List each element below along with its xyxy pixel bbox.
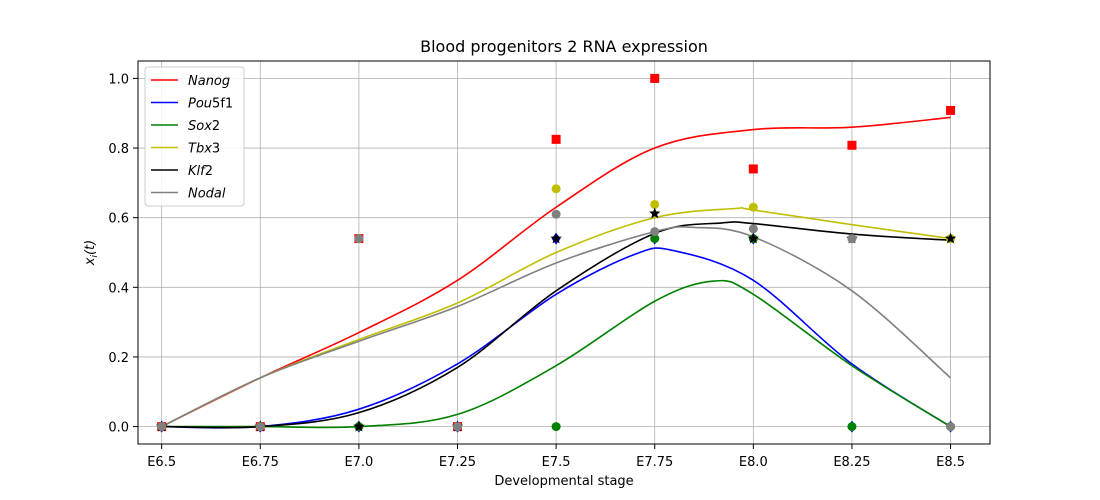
data-point-klf2 bbox=[944, 232, 957, 244]
data-point-sox2 bbox=[650, 234, 660, 244]
series-lines bbox=[161, 116, 952, 429]
data-point-nodal bbox=[157, 422, 167, 432]
data-point-nanog bbox=[847, 140, 857, 150]
data-point-nodal bbox=[748, 224, 758, 234]
x-tick-label: E7.75 bbox=[636, 455, 673, 470]
y-tick-label: 0.6 bbox=[108, 212, 129, 227]
x-tick-label: E8.5 bbox=[936, 455, 965, 470]
data-point-tbx3 bbox=[650, 199, 660, 209]
data-point-nanog bbox=[650, 73, 660, 83]
data-point-nodal bbox=[946, 422, 956, 432]
legend-entry-sox2: Sox2 bbox=[188, 119, 220, 134]
data-point-nanog bbox=[946, 105, 956, 115]
x-tick-label: E7.5 bbox=[542, 455, 571, 470]
y-tick-label: 0.0 bbox=[108, 421, 129, 436]
legend-entry-pou5f1: Pou5f1 bbox=[188, 97, 233, 112]
data-point-nodal bbox=[255, 422, 265, 432]
series-line-nodal bbox=[161, 226, 952, 428]
x-tick-label: E7.25 bbox=[439, 455, 476, 470]
data-point-nodal bbox=[453, 422, 462, 432]
data-point-nodal bbox=[650, 227, 660, 237]
x-tick-label: E7.0 bbox=[344, 455, 373, 470]
series-line-pou5f1 bbox=[161, 247, 951, 429]
data-point-nodal bbox=[354, 234, 364, 244]
legend: Nanog Pou5f1 Sox2 Tbx3 Klf2 Nodal bbox=[144, 66, 245, 207]
y-tick-label: 0.4 bbox=[108, 281, 129, 296]
data-point-klf2 bbox=[550, 232, 562, 244]
series-line-nanog bbox=[161, 116, 951, 428]
legend-entry-klf2: Klf2 bbox=[188, 164, 213, 179]
data-point-sox2 bbox=[551, 422, 561, 432]
y-tick-label: 1.0 bbox=[108, 72, 129, 87]
x-tick-label: E8.0 bbox=[739, 455, 768, 470]
y-axis-label: xi(t) bbox=[83, 240, 100, 266]
series-line-sox2 bbox=[161, 279, 951, 429]
data-point-klf2 bbox=[353, 420, 365, 432]
plot-area-frame bbox=[137, 60, 991, 445]
axis-ticks: E6.5 E6.75 E7.0 E7.25 E7.5 E7.75 E8.0 E8.25 E8.5… bbox=[108, 72, 965, 470]
data-point-tbx3 bbox=[748, 202, 758, 212]
x-tick-label: E6.5 bbox=[147, 455, 176, 470]
y-tick-label: 0.8 bbox=[108, 142, 129, 157]
x-tick-label: E6.75 bbox=[242, 455, 279, 470]
series-line-klf2 bbox=[161, 221, 951, 429]
data-point-nodal bbox=[847, 234, 857, 244]
y-tick-label: 0.2 bbox=[108, 351, 129, 366]
data-point-sox2 bbox=[847, 422, 857, 432]
data-point-nodal bbox=[551, 209, 561, 219]
data-point-nanog bbox=[551, 134, 561, 144]
data-point-tbx3 bbox=[551, 184, 561, 194]
legend-entry-nanog: Nanog bbox=[188, 74, 230, 89]
data-point-nanog bbox=[748, 164, 758, 174]
legend-entry-tbx3: Tbx3 bbox=[188, 142, 220, 157]
x-tick-label: E8.25 bbox=[833, 455, 870, 470]
data-points bbox=[155, 73, 957, 433]
data-point-klf2 bbox=[747, 232, 760, 244]
x-axis-label: Developmental stage bbox=[494, 474, 633, 489]
legend-entry-nodal: Nodal bbox=[188, 187, 226, 202]
data-point-klf2 bbox=[649, 207, 661, 219]
chart-title: Blood progenitors 2 RNA expression bbox=[420, 37, 708, 56]
